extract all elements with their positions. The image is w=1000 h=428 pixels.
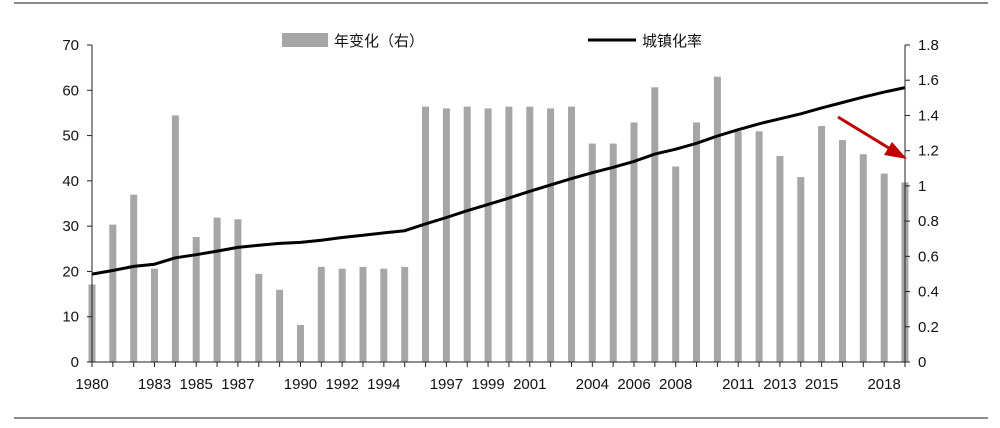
bar-1991 bbox=[317, 266, 325, 362]
right-tick-label: 0 bbox=[918, 354, 926, 371]
bar-2015 bbox=[818, 126, 826, 362]
left-tick-label: 20 bbox=[62, 263, 79, 280]
bar-1985 bbox=[192, 237, 200, 362]
bar-1995 bbox=[401, 266, 409, 362]
x-tick-label: 1987 bbox=[221, 376, 254, 393]
x-tick-label: 1997 bbox=[430, 376, 463, 393]
trend-arrow-shaft bbox=[837, 115, 893, 152]
bar-2003 bbox=[568, 106, 575, 362]
bar-2007 bbox=[651, 87, 659, 363]
right-tick-label: 1.2 bbox=[918, 143, 939, 160]
bar-1984 bbox=[171, 115, 179, 363]
bar-2012 bbox=[755, 131, 763, 362]
bar-1987 bbox=[234, 219, 242, 362]
x-tick-label: 2011 bbox=[722, 376, 754, 393]
bar-1992 bbox=[338, 268, 346, 362]
x-tick-label: 2018 bbox=[867, 376, 900, 393]
left-axis-ticks: 0 10 20 30 40 50 60 70 bbox=[62, 37, 92, 371]
legend-swatch-bar bbox=[282, 33, 328, 47]
right-axis-ticks: 0 0.2 0.4 0.6 0.8 1 1.2 1.4 1.6 1.8 bbox=[905, 37, 939, 371]
legend-label-line: 城镇化率 bbox=[642, 32, 702, 50]
right-tick-label: 1 bbox=[918, 178, 926, 195]
bar-2001 bbox=[526, 106, 534, 362]
trend-arrow bbox=[837, 115, 907, 159]
bar-2006 bbox=[630, 122, 638, 362]
x-tick-label: 2013 bbox=[763, 376, 796, 393]
left-tick-label: 30 bbox=[62, 218, 79, 235]
bar-1993 bbox=[359, 266, 367, 362]
bar-2017 bbox=[859, 154, 867, 362]
x-tick-label: 2008 bbox=[659, 376, 692, 393]
bar-2011 bbox=[734, 131, 742, 362]
x-tick-label: 1983 bbox=[138, 376, 171, 393]
bar-1990 bbox=[297, 325, 304, 362]
bar-2002 bbox=[547, 108, 555, 363]
left-tick-label: 40 bbox=[62, 173, 79, 190]
bar-2013 bbox=[776, 156, 784, 362]
right-tick-label: 1.4 bbox=[918, 107, 939, 124]
legend-label-bar: 年变化（右） bbox=[334, 32, 424, 50]
bar-2018 bbox=[880, 173, 888, 362]
bar-1983 bbox=[151, 268, 158, 362]
bar-2009 bbox=[693, 122, 700, 362]
right-tick-label: 0.6 bbox=[918, 248, 939, 265]
urbanization-line bbox=[91, 86, 906, 276]
bar-2016 bbox=[839, 140, 846, 362]
x-tick-label: 1999 bbox=[471, 376, 504, 393]
bar-1999 bbox=[484, 108, 492, 363]
left-tick-label: 50 bbox=[62, 128, 79, 145]
x-tick-label: 1980 bbox=[75, 376, 108, 393]
line-series bbox=[91, 86, 906, 276]
x-tick-label: 1990 bbox=[284, 376, 317, 393]
x-tick-label: 2004 bbox=[576, 376, 609, 393]
x-tick-label: 2006 bbox=[617, 376, 650, 393]
legend: 年变化（右） 城镇化率 bbox=[282, 32, 702, 50]
x-tick-label: 1992 bbox=[325, 376, 358, 393]
right-tick-label: 0.2 bbox=[918, 319, 939, 336]
x-tick-label: 2001 bbox=[513, 376, 546, 393]
bar-2000 bbox=[505, 106, 513, 362]
bar-1981 bbox=[109, 224, 117, 362]
bar-1994 bbox=[380, 268, 388, 362]
bar-series bbox=[88, 76, 909, 363]
bar-2014 bbox=[797, 177, 805, 362]
bar-2010 bbox=[713, 76, 721, 362]
x-tick-label: 1994 bbox=[367, 376, 400, 393]
right-tick-label: 1.6 bbox=[918, 72, 939, 89]
bar-1988 bbox=[255, 273, 263, 362]
x-axis-ticks: 1980 1983 1985 1987 1990 1992 1994 1997 1999 2001… bbox=[75, 362, 906, 393]
bar-1986 bbox=[213, 217, 221, 362]
bar-1996 bbox=[422, 106, 429, 362]
x-tick-label: 2015 bbox=[805, 376, 838, 393]
left-tick-label: 0 bbox=[71, 354, 79, 371]
right-tick-label: 0.4 bbox=[918, 284, 939, 301]
bar-2005 bbox=[609, 143, 617, 362]
bar-1998 bbox=[463, 106, 471, 362]
bar-1989 bbox=[276, 289, 284, 362]
left-tick-label: 70 bbox=[62, 37, 79, 54]
trend-arrow-head bbox=[884, 142, 907, 159]
right-tick-label: 0.8 bbox=[918, 213, 939, 230]
left-tick-label: 10 bbox=[62, 309, 79, 326]
bar-2008 bbox=[672, 166, 680, 362]
bar-1997 bbox=[442, 108, 450, 363]
bar-2004 bbox=[588, 143, 596, 362]
left-tick-label: 60 bbox=[62, 82, 79, 99]
bar-1982 bbox=[130, 194, 138, 362]
right-tick-label: 1.8 bbox=[918, 37, 939, 54]
x-tick-label: 1985 bbox=[180, 376, 213, 393]
